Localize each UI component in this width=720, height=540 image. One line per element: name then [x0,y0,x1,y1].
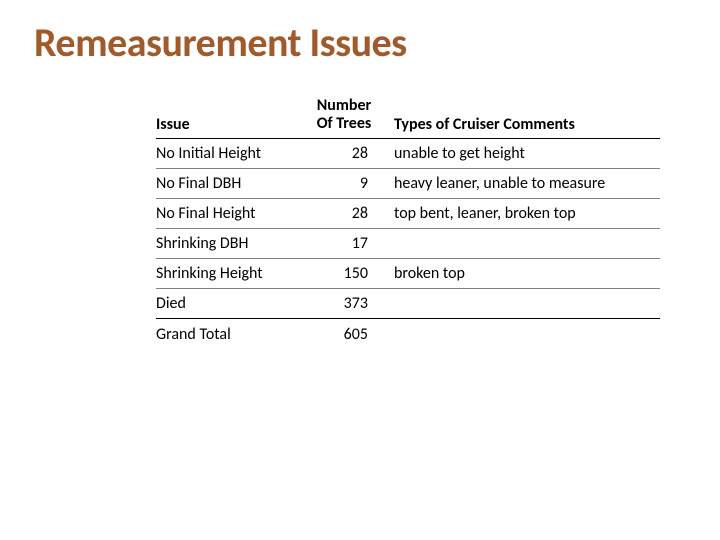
cell-comments: broken top [394,258,660,288]
cell-number: 9 [304,168,394,198]
col-header-comments: Types of Cruiser Comments [394,93,660,138]
cell-comments: top bent, leaner, broken top [394,198,660,228]
col-header-issue: Issue [156,93,304,138]
table-row: Died 373 [156,288,660,318]
cell-number: 17 [304,228,394,258]
cell-comments: heavy leaner, unable to measure [394,168,660,198]
cell-issue: Shrinking DBH [156,228,304,258]
cell-comments [394,228,660,258]
cell-number: 28 [304,138,394,168]
col-header-number: Number Of Trees [304,93,394,138]
cell-number: 150 [304,258,394,288]
cell-number: 28 [304,198,394,228]
col-header-number-line1: Number [317,96,371,115]
cell-issue: No Initial Height [156,138,304,168]
cell-issue: Died [156,288,304,318]
table-row: Shrinking Height 150 broken top [156,258,660,288]
issues-table-container: Issue Number Of Trees Types of Cruiser C… [156,93,660,349]
cell-total-number: 605 [304,318,394,349]
table-row: No Final Height 28 top bent, leaner, bro… [156,198,660,228]
cell-total-label: Grand Total [156,318,304,349]
issues-table: Issue Number Of Trees Types of Cruiser C… [156,93,660,349]
cell-number: 373 [304,288,394,318]
page-title: Remeasurement Issues [34,18,690,67]
cell-issue: Shrinking Height [156,258,304,288]
table-row: No Initial Height 28 unable to get heigh… [156,138,660,168]
table-row: No Final DBH 9 heavy leaner, unable to m… [156,168,660,198]
cell-comments [394,288,660,318]
table-row: Shrinking DBH 17 [156,228,660,258]
cell-comments: unable to get height [394,138,660,168]
cell-issue: No Final Height [156,198,304,228]
cell-issue: No Final DBH [156,168,304,198]
table-total-row: Grand Total 605 [156,318,660,349]
col-header-number-line2: Of Trees [317,114,372,133]
cell-total-comments [394,318,660,349]
